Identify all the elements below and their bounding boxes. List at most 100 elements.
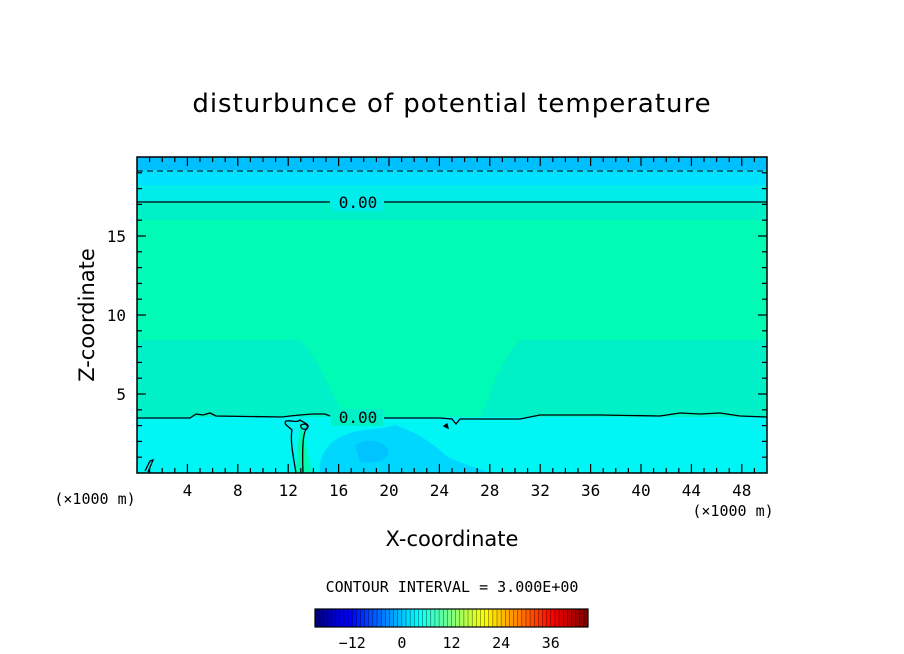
chart-title: disturbunce of potential temperature [192,89,711,119]
x-tick-label: 4 [183,481,193,500]
y-tick-label: 10 [107,306,126,325]
field-plume [300,340,520,418]
colorbar-cell [339,609,345,627]
x-tick-label: 16 [329,481,348,500]
contour-zero-lower [137,412,767,426]
y-tick-label: 5 [116,385,126,404]
x-axis-title: X-coordinate [386,527,519,551]
colorbar-cell [319,609,324,627]
contour-label-bg-upper [331,193,383,211]
colorbar-cell [335,609,341,627]
colorbar-cell [542,609,548,627]
colorbar-cell [501,609,506,627]
colorbar-cell [497,609,502,627]
colorbar-cell [530,609,535,627]
colorbar-cell [546,609,552,627]
colorbar-title: CONTOUR INTERVAL = 3.000E+00 [326,578,579,596]
x-tick-label: 36 [581,481,600,500]
colorbar-cell [356,609,361,627]
colorbar-tick-label: 0 [397,634,406,652]
colorbar-cell [368,609,374,627]
x-tick-label: 32 [531,481,550,500]
colorbar-tick-label: 12 [442,634,460,652]
colorbar-frame [314,608,589,628]
x-tick-labels: 4 8 12 16 20 24 28 32 36 40 44 48 [183,481,752,500]
colorbar-cell [563,609,568,627]
colorbar-cell [521,609,527,627]
colorbar-cell [389,609,394,627]
colorbar-cell [377,609,382,627]
colorbar-cell [476,609,481,627]
colorbar-cell [472,609,477,627]
colorbar-cell [583,609,589,627]
colorbar-cell [372,609,378,627]
x-tick-label: 44 [682,481,701,500]
contours [137,170,767,473]
colorbar-cell [422,609,428,627]
colorbar-cell [550,609,556,627]
colorbar-cell [525,609,531,627]
colorbar-cell [381,609,386,627]
y-axis-title: Z-coordinate [75,248,99,382]
colorbar-cell [509,609,514,627]
colorbar-cell [488,609,494,627]
colorbar-cell [463,609,469,627]
colorbar-cell [327,609,332,627]
colorbar-cell [571,609,576,627]
colorbar-cell [331,609,337,627]
contour-label-lower: 0.00 [339,408,378,427]
x-unit-right: (×1000 m) [692,502,773,520]
colorbar-cell [554,609,560,627]
colorbar-cell [418,609,423,627]
contour-blip [442,422,449,430]
colorbar-cell [414,609,419,627]
y-tick-labels: 5 10 15 [107,227,126,404]
colorbar-cell [397,609,403,627]
colorbar-cell [430,609,436,627]
colorbar-cell [434,609,440,627]
colorbar-tick-label: −12 [339,634,366,652]
field-core [137,220,767,340]
colorbar-cell [513,609,519,627]
x-tick-label: 40 [631,481,650,500]
colorbar-cell [315,609,320,627]
contour-small-closed [300,423,309,430]
field-warm-streak [296,420,312,473]
colorbar-cell [360,609,366,627]
colorbar-cell [451,609,457,627]
colorbar-cell [538,609,543,627]
colorbar-cell [439,609,444,627]
colorbar-cell [323,609,328,627]
colorbar-cell [443,609,448,627]
colorbar-cell [385,609,390,627]
colorbar-cell [364,609,370,627]
colorbar-cell [505,609,510,627]
x-tick-label: 28 [480,481,499,500]
x-tick-label: 8 [233,481,243,500]
colorbar-cell [406,609,411,627]
y-tick-label: 15 [107,227,126,246]
field-upper-band [137,170,767,185]
colorbar-cell [348,609,353,627]
colorbar-cell [410,609,415,627]
colorbar-cell [534,609,539,627]
colorbar [314,608,589,628]
field-top-band [137,157,767,170]
colorbar-cell [492,609,498,627]
contour-label-bg-lower [331,409,383,426]
colorbar-cell [579,609,585,627]
colorbar-tick-label: 36 [542,634,560,652]
colorbar-cell [455,609,461,627]
colorbar-cell [459,609,465,627]
colorbar-labels: −12 0 12 24 36 [339,634,560,652]
colorbar-tick-label: 24 [492,634,510,652]
colorbar-cell [480,609,485,627]
x-tick-label: 24 [430,481,449,500]
colorbar-cell [393,609,399,627]
contour-corner [144,458,155,473]
colorbar-cell [575,609,581,627]
field-cool-patch-2 [355,440,389,463]
axis-ticks [137,157,767,473]
colorbar-cell [567,609,572,627]
